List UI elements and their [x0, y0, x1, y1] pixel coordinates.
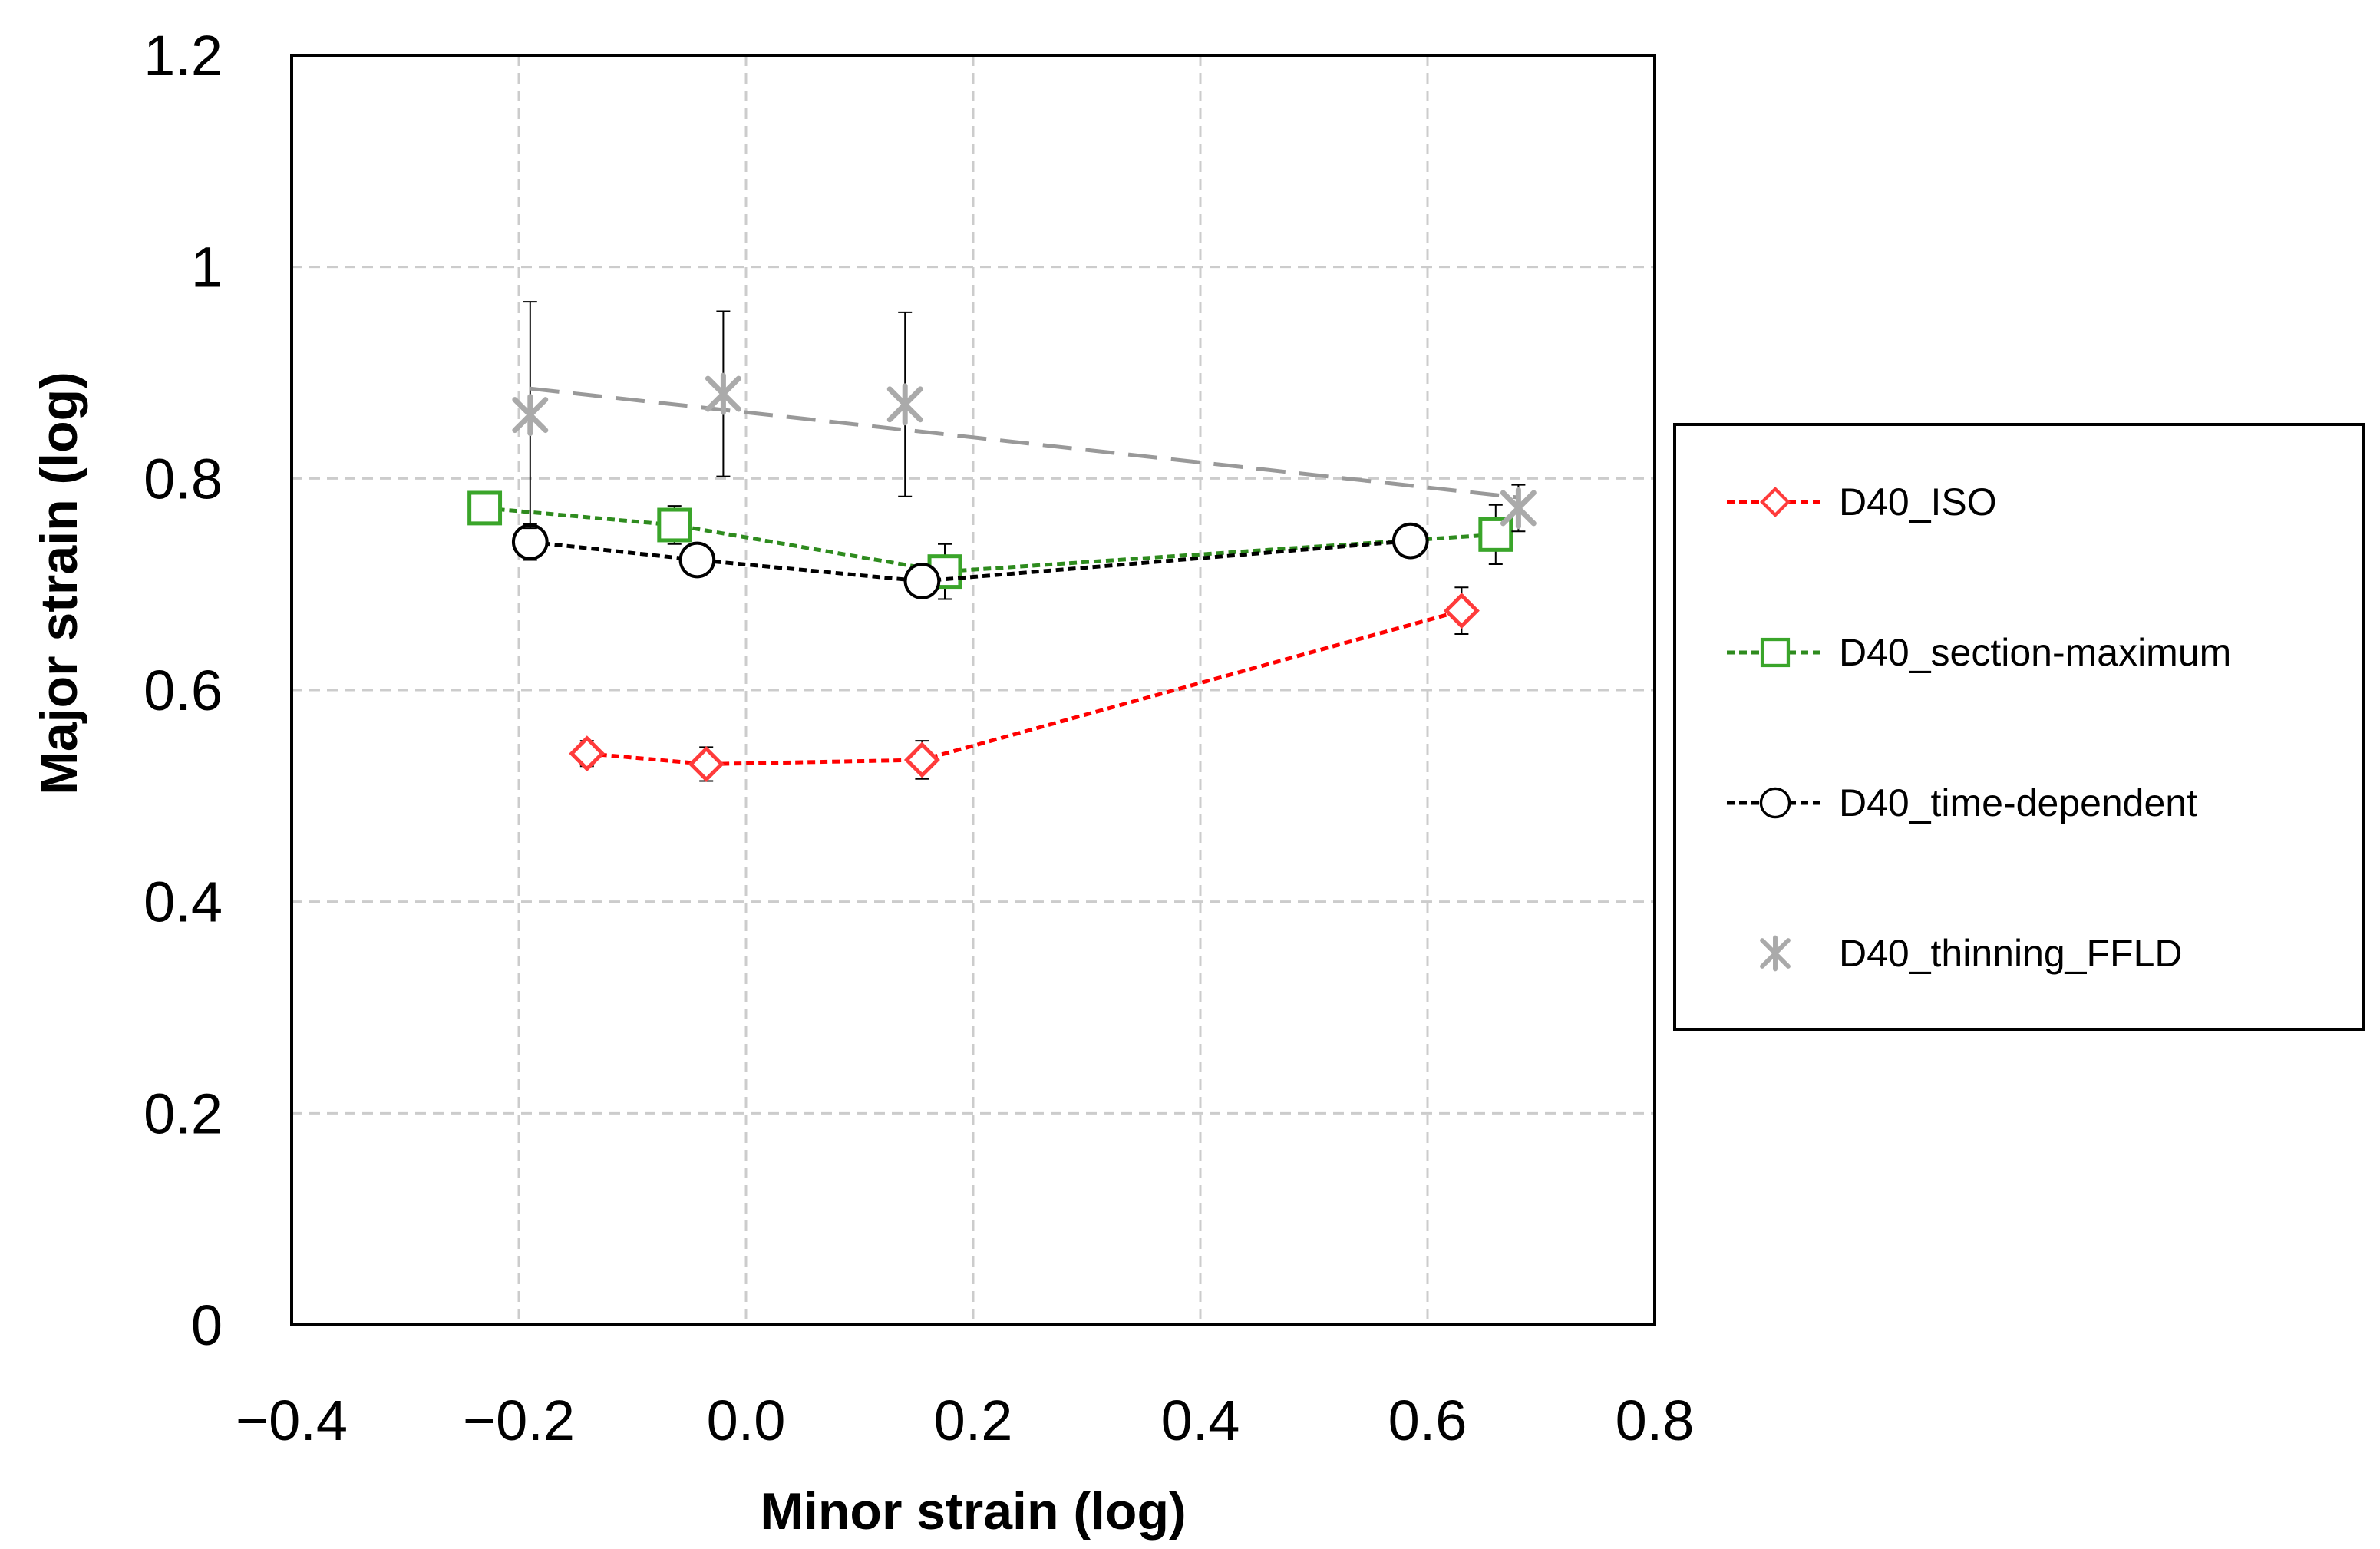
data-point [678, 541, 716, 579]
legend-label: D40_time-dependent [1839, 781, 2197, 824]
legend-label: D40_section-maximum [1839, 631, 2231, 674]
data-point [1500, 487, 1537, 530]
data-point [705, 372, 741, 415]
data-point [512, 394, 549, 437]
legend-item: D40_time-dependent [1727, 781, 2197, 824]
x-axis: −0.4 −0.2 0.0 0.2 0.4 0.6 0.8 [236, 1389, 1694, 1452]
series-line [586, 609, 1463, 766]
legend-marker [1760, 935, 1791, 972]
x-axis-title: Minor strain (log) [760, 1482, 1186, 1541]
series-line [484, 506, 1496, 574]
data-point [569, 735, 606, 772]
legend-item: D40_section-maximum [1727, 631, 2231, 674]
data-point [1391, 522, 1429, 560]
legend-marker [1759, 787, 1791, 819]
y-tick-label: 0.8 [144, 447, 223, 510]
plot-area [467, 301, 1537, 782]
grid [292, 55, 1655, 1325]
data-point [657, 507, 692, 543]
data-point [1443, 593, 1480, 629]
x-tick-label: −0.4 [236, 1389, 348, 1452]
y-tick-label: 0.4 [144, 870, 223, 934]
data-point [903, 563, 941, 599]
legend-label: D40_thinning_FFLD [1839, 932, 2183, 975]
data-point [886, 383, 923, 426]
data-point [688, 745, 725, 782]
series-D40_time-dependent [511, 522, 1429, 599]
x-tick-label: 0.6 [1388, 1389, 1467, 1452]
legend-frame [1673, 423, 2365, 1031]
x-tick-label: −0.2 [463, 1389, 575, 1452]
y-tick-label: 0 [191, 1293, 223, 1357]
legend-item: D40_ISO [1727, 481, 1997, 523]
x-tick-label: 0.4 [1161, 1389, 1240, 1452]
legend-label: D40_ISO [1839, 481, 1997, 523]
series-line [530, 539, 1411, 583]
series-D40_ISO [569, 586, 1480, 782]
data-point [511, 523, 549, 560]
x-tick-label: 0.2 [934, 1389, 1013, 1452]
series-D40_thinning_FFLD [512, 301, 1537, 533]
x-tick-label: 0.8 [1616, 1389, 1695, 1452]
legend-marker [1760, 487, 1791, 517]
series-trendline [530, 386, 1519, 500]
data-point [467, 490, 503, 526]
plot-frame [290, 54, 1656, 1326]
y-tick-label: 1.2 [144, 24, 223, 88]
y-axis: 0 0.2 0.4 0.6 0.8 1 1.2 [144, 24, 223, 1357]
y-tick-label: 1 [191, 236, 223, 299]
legend-item: D40_thinning_FFLD [1760, 932, 2183, 975]
series-D40_section-maximum [467, 490, 1513, 600]
legend: D40_ISO D40_section-maximum D40_time-depen… [1673, 423, 2365, 1031]
data-point [903, 741, 940, 778]
y-tick-label: 0.6 [144, 659, 223, 722]
x-tick-label: 0.0 [707, 1389, 786, 1452]
y-axis-title: Major strain (log) [30, 372, 88, 795]
y-tick-label: 0.2 [144, 1082, 223, 1145]
legend-marker [1760, 637, 1791, 668]
